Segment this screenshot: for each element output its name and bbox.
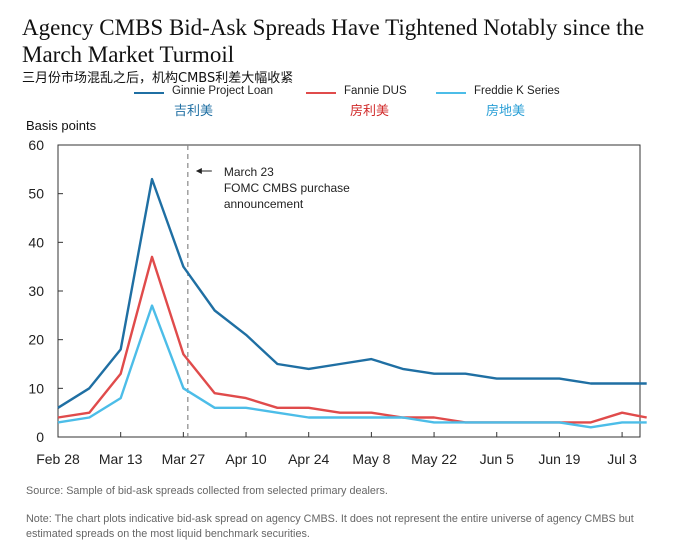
- y-tick-label: 40: [28, 234, 44, 250]
- y-tick-label: 60: [28, 137, 44, 153]
- chart-subtitle-chinese: 三月份市场混乱之后，机构CMBS利差大幅收紧: [22, 71, 294, 86]
- y-tick-label: 50: [28, 186, 44, 202]
- source-note: Source: Sample of bid-ask spreads collec…: [26, 485, 388, 497]
- y-tick-label: 20: [28, 332, 44, 348]
- y-axis-label: Basis points: [26, 118, 97, 133]
- line-chart: 0 10 20 30 40 50 60 Feb 28 Mar 13 Mar 27 Apr 10 Apr…: [28, 137, 647, 467]
- series-line-ginnie-project-loan: [57, 177, 647, 409]
- annotation-arrow-head: [195, 168, 202, 174]
- legend-swatch-ginnie: [134, 92, 164, 94]
- series-line-freddie-k-series: [57, 304, 647, 429]
- x-tick-label: Mar 13: [99, 451, 143, 467]
- series-line-fannie-dus: [57, 255, 647, 424]
- x-tick-label: May 22: [411, 451, 457, 467]
- y-tick-label: 30: [28, 283, 44, 299]
- legend-label-cn-freddie: 房地美: [486, 104, 526, 119]
- legend-label-cn-ginnie: 吉利美: [174, 104, 214, 119]
- x-tick-label: Jun 19: [538, 451, 580, 467]
- legend-label-freddie: Freddie K Series: [474, 85, 560, 97]
- footnote: Note: The chart plots indicative bid-ask…: [26, 513, 634, 540]
- x-tick-label: May 8: [352, 451, 390, 467]
- chart-title: Agency CMBS Bid-Ask Spreads Have Tighten…: [22, 15, 645, 67]
- y-tick-label: 0: [36, 429, 44, 445]
- legend-label-ginnie: Ginnie Project Loan: [172, 85, 274, 97]
- annotation-text: FOMC CMBS purchase: [224, 181, 350, 195]
- x-tick-label: Jul 3: [607, 451, 637, 467]
- annotation-text: March 23: [224, 165, 274, 179]
- y-tick-label: 10: [28, 380, 44, 396]
- legend-label-fannie: Fannie DUS: [344, 85, 407, 97]
- x-tick-label: Apr 24: [288, 451, 329, 467]
- x-tick-label: Jun 5: [480, 451, 514, 467]
- legend-swatch-freddie: [436, 92, 466, 94]
- x-tick-label: Mar 27: [162, 451, 206, 467]
- legend-label-cn-fannie: 房利美: [350, 104, 390, 119]
- legend: Ginnie Project Loan 吉利美 Fannie DUS 房利美 F…: [0, 85, 677, 119]
- x-tick-label: Apr 10: [225, 451, 266, 467]
- legend-swatch-fannie: [306, 92, 336, 94]
- x-tick-label: Feb 28: [36, 451, 80, 467]
- annotation-text: announcement: [224, 197, 304, 211]
